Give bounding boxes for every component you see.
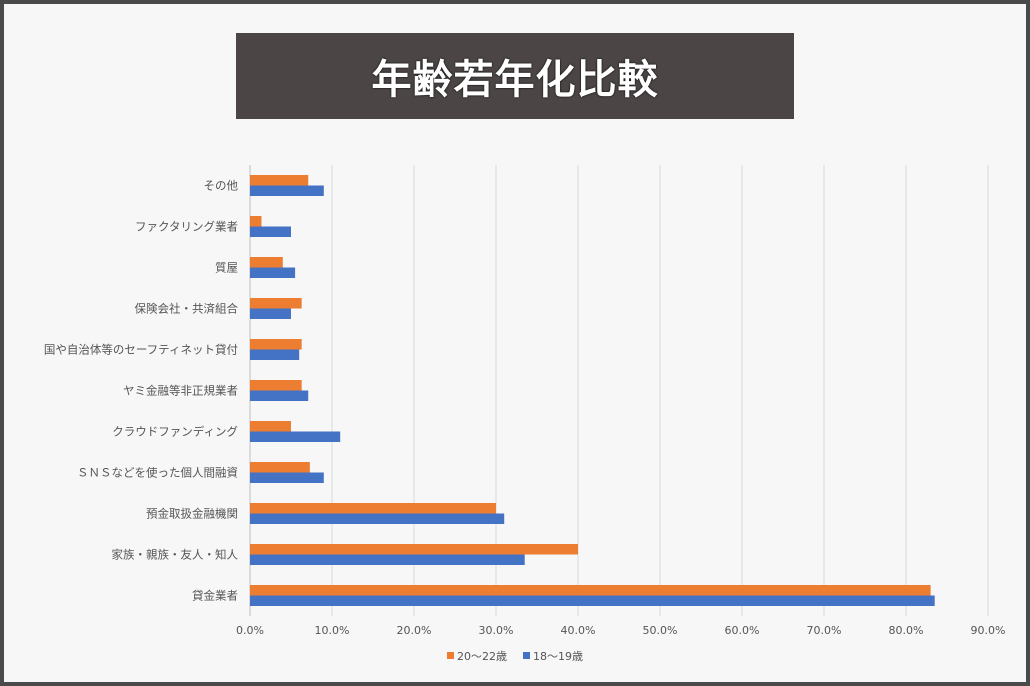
bar-age-20-22 xyxy=(250,544,578,555)
category-label: クラウドファンディング xyxy=(112,425,238,439)
bar-age-18-19 xyxy=(250,472,324,483)
x-tick-label: 30.0% xyxy=(479,624,514,637)
legend-label: 20〜22歳 xyxy=(457,650,507,663)
x-tick-label: 50.0% xyxy=(643,624,678,637)
bar-age-18-19 xyxy=(250,308,291,319)
bar-age-20-22 xyxy=(250,503,496,514)
bar-age-20-22 xyxy=(250,216,262,227)
x-tick-label: 10.0% xyxy=(315,624,350,637)
x-tick-label: 80.0% xyxy=(889,624,924,637)
category-label: 国や自治体等のセーフティネット貸付 xyxy=(44,343,238,357)
bar-age-20-22 xyxy=(250,421,291,432)
category-label: 貸金業者 xyxy=(192,589,238,603)
bar-age-20-22 xyxy=(250,462,310,473)
x-tick-label: 40.0% xyxy=(561,624,596,637)
bar-age-18-19 xyxy=(250,390,309,401)
bar-age-20-22 xyxy=(250,585,931,596)
x-tick-label: 0.0% xyxy=(236,624,264,637)
bar-age-20-22 xyxy=(250,175,309,186)
bar-age-18-19 xyxy=(250,431,341,442)
x-tick-label: 20.0% xyxy=(397,624,432,637)
bar-age-18-19 xyxy=(250,349,300,360)
legend-swatch xyxy=(447,652,454,659)
x-tick-label: 90.0% xyxy=(971,624,1006,637)
category-label: 質屋 xyxy=(215,261,238,275)
category-label: 預金取扱金融機関 xyxy=(146,507,238,521)
bar-age-18-19 xyxy=(250,185,324,196)
chart-title: 年齢若年化比較 xyxy=(371,57,659,103)
x-tick-label: 70.0% xyxy=(807,624,842,637)
bar-age-20-22 xyxy=(250,298,302,309)
category-label: ヤミ金融等非正規業者 xyxy=(123,384,238,398)
x-tick-label: 60.0% xyxy=(725,624,760,637)
bar-age-20-22 xyxy=(250,339,302,350)
bar-age-18-19 xyxy=(250,513,505,524)
bar-age-18-19 xyxy=(250,267,296,278)
category-label: 家族・親族・友人・知人 xyxy=(112,548,239,562)
bar-age-18-19 xyxy=(250,554,525,565)
bar-age-18-19 xyxy=(250,595,935,606)
category-label: ファクタリング業者 xyxy=(135,220,238,234)
category-label: ＳＮＳなどを使った個人間融資 xyxy=(77,466,238,480)
bar-age-20-22 xyxy=(250,380,302,391)
category-label: 保険会社・共済組合 xyxy=(135,302,239,316)
category-label: その他 xyxy=(204,179,239,193)
legend-swatch xyxy=(523,652,530,659)
bar-age-20-22 xyxy=(250,257,283,268)
bar-age-18-19 xyxy=(250,226,291,237)
chart-title-banner: 年齢若年化比較 xyxy=(236,33,794,119)
legend-label: 18〜19歳 xyxy=(533,650,583,663)
